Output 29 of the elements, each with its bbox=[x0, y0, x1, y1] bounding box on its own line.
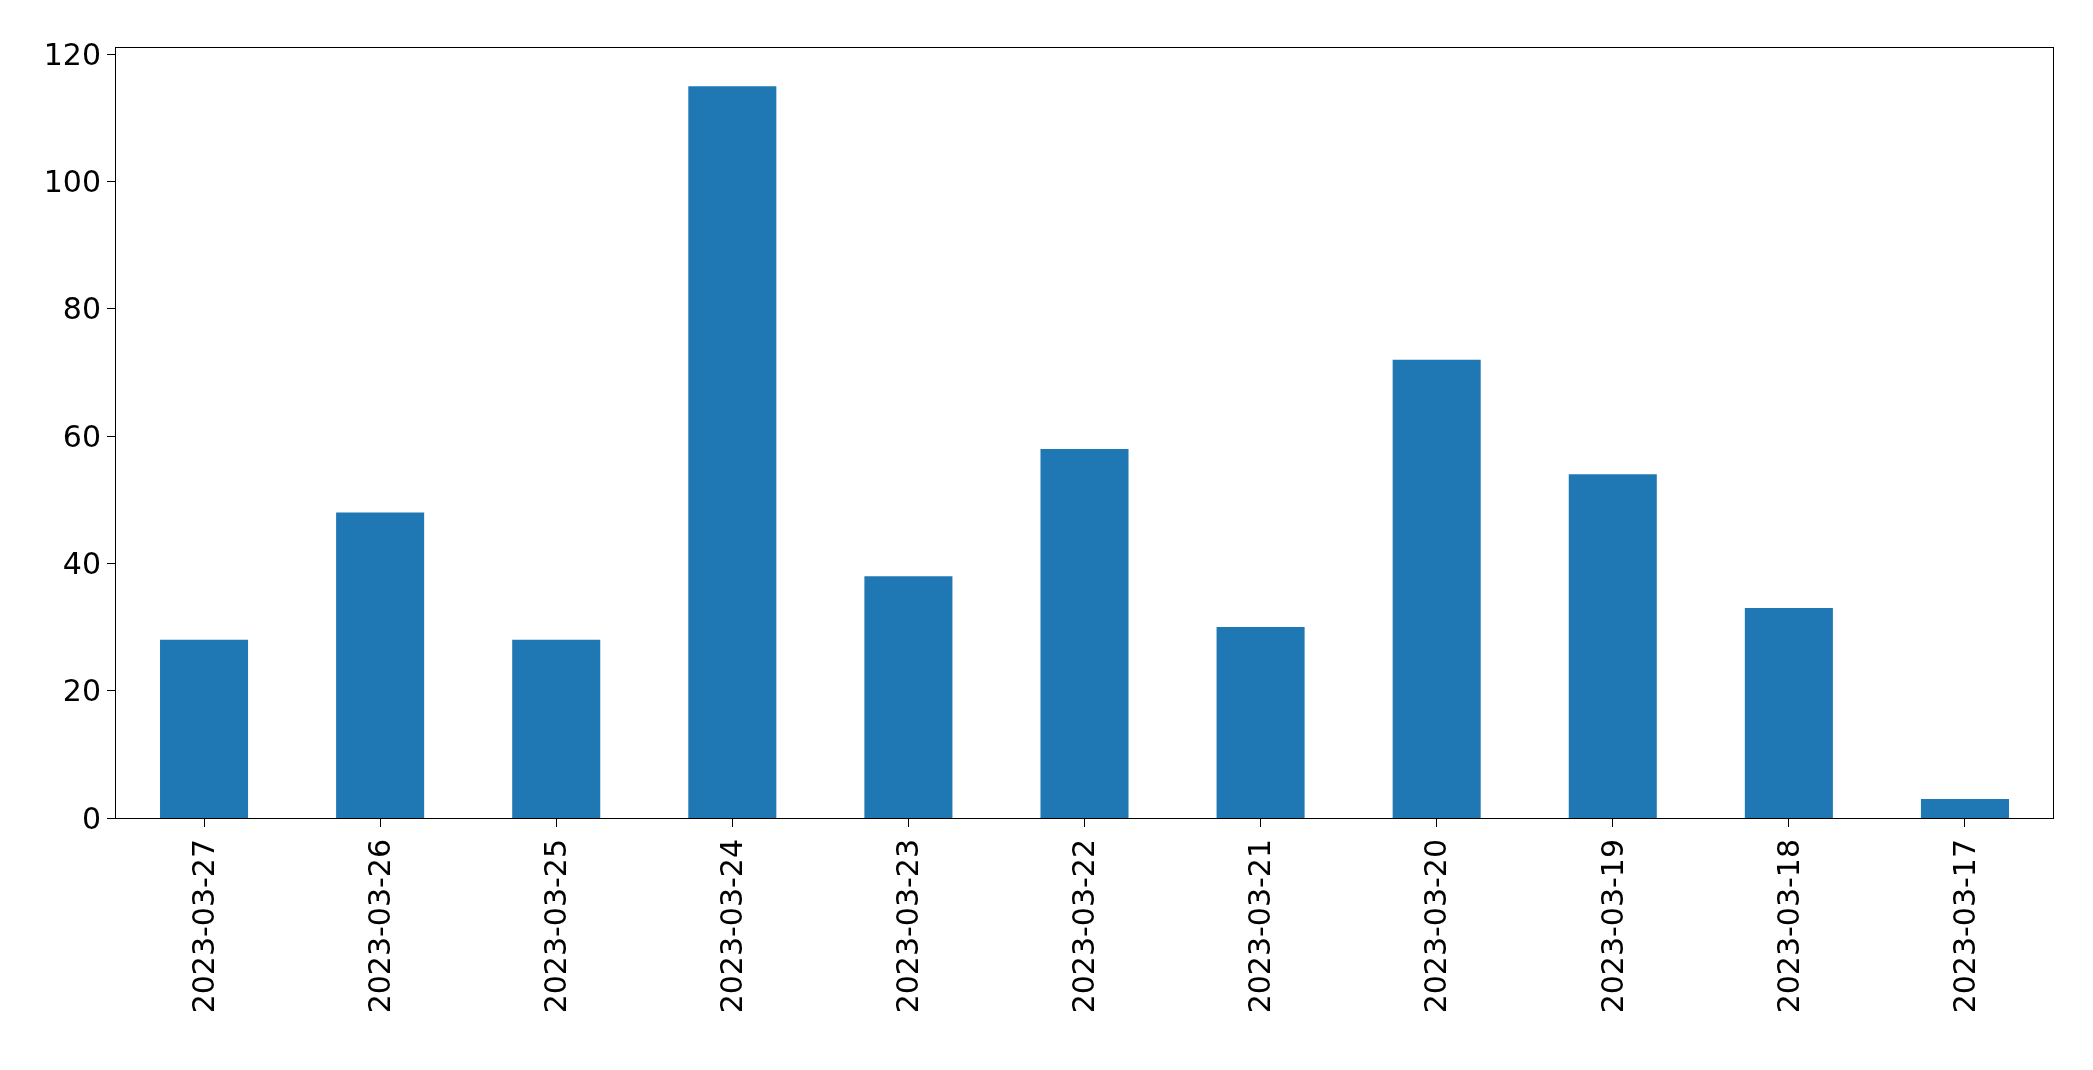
y-tick-label: 100 bbox=[43, 164, 101, 200]
x-tick-label: 2023-03-21 bbox=[1242, 839, 1278, 1014]
x-tick-label: 2023-03-24 bbox=[714, 839, 750, 1014]
x-tick-label: 2023-03-23 bbox=[890, 839, 926, 1014]
y-tick-label: 20 bbox=[62, 673, 101, 709]
x-tick-label: 2023-03-20 bbox=[1418, 839, 1454, 1014]
x-tick-label: 2023-03-26 bbox=[361, 839, 397, 1014]
x-tick-label: 2023-03-18 bbox=[1770, 839, 1806, 1014]
bar bbox=[1568, 474, 1657, 818]
x-tick-label: 2023-03-25 bbox=[537, 839, 573, 1014]
y-tick-label: 0 bbox=[81, 800, 101, 836]
bar bbox=[864, 576, 953, 818]
y-tick-label: 80 bbox=[62, 291, 101, 327]
bar bbox=[1920, 798, 2009, 818]
bar bbox=[1216, 627, 1305, 818]
x-tick-label: 2023-03-19 bbox=[1594, 839, 1630, 1014]
bar bbox=[1744, 608, 1833, 818]
x-tick-label: 2023-03-22 bbox=[1066, 839, 1102, 1014]
y-tick-label: 60 bbox=[62, 418, 101, 454]
y-tick-label: 40 bbox=[62, 545, 101, 581]
bar bbox=[160, 639, 249, 818]
bar bbox=[688, 86, 777, 818]
x-tick-label: 2023-03-17 bbox=[1946, 839, 1982, 1014]
bar bbox=[336, 512, 425, 818]
bar bbox=[1040, 448, 1129, 818]
bar bbox=[512, 639, 601, 818]
bar bbox=[1392, 359, 1481, 818]
y-tick-label: 120 bbox=[43, 36, 101, 72]
x-tick-label: 2023-03-27 bbox=[185, 839, 221, 1014]
